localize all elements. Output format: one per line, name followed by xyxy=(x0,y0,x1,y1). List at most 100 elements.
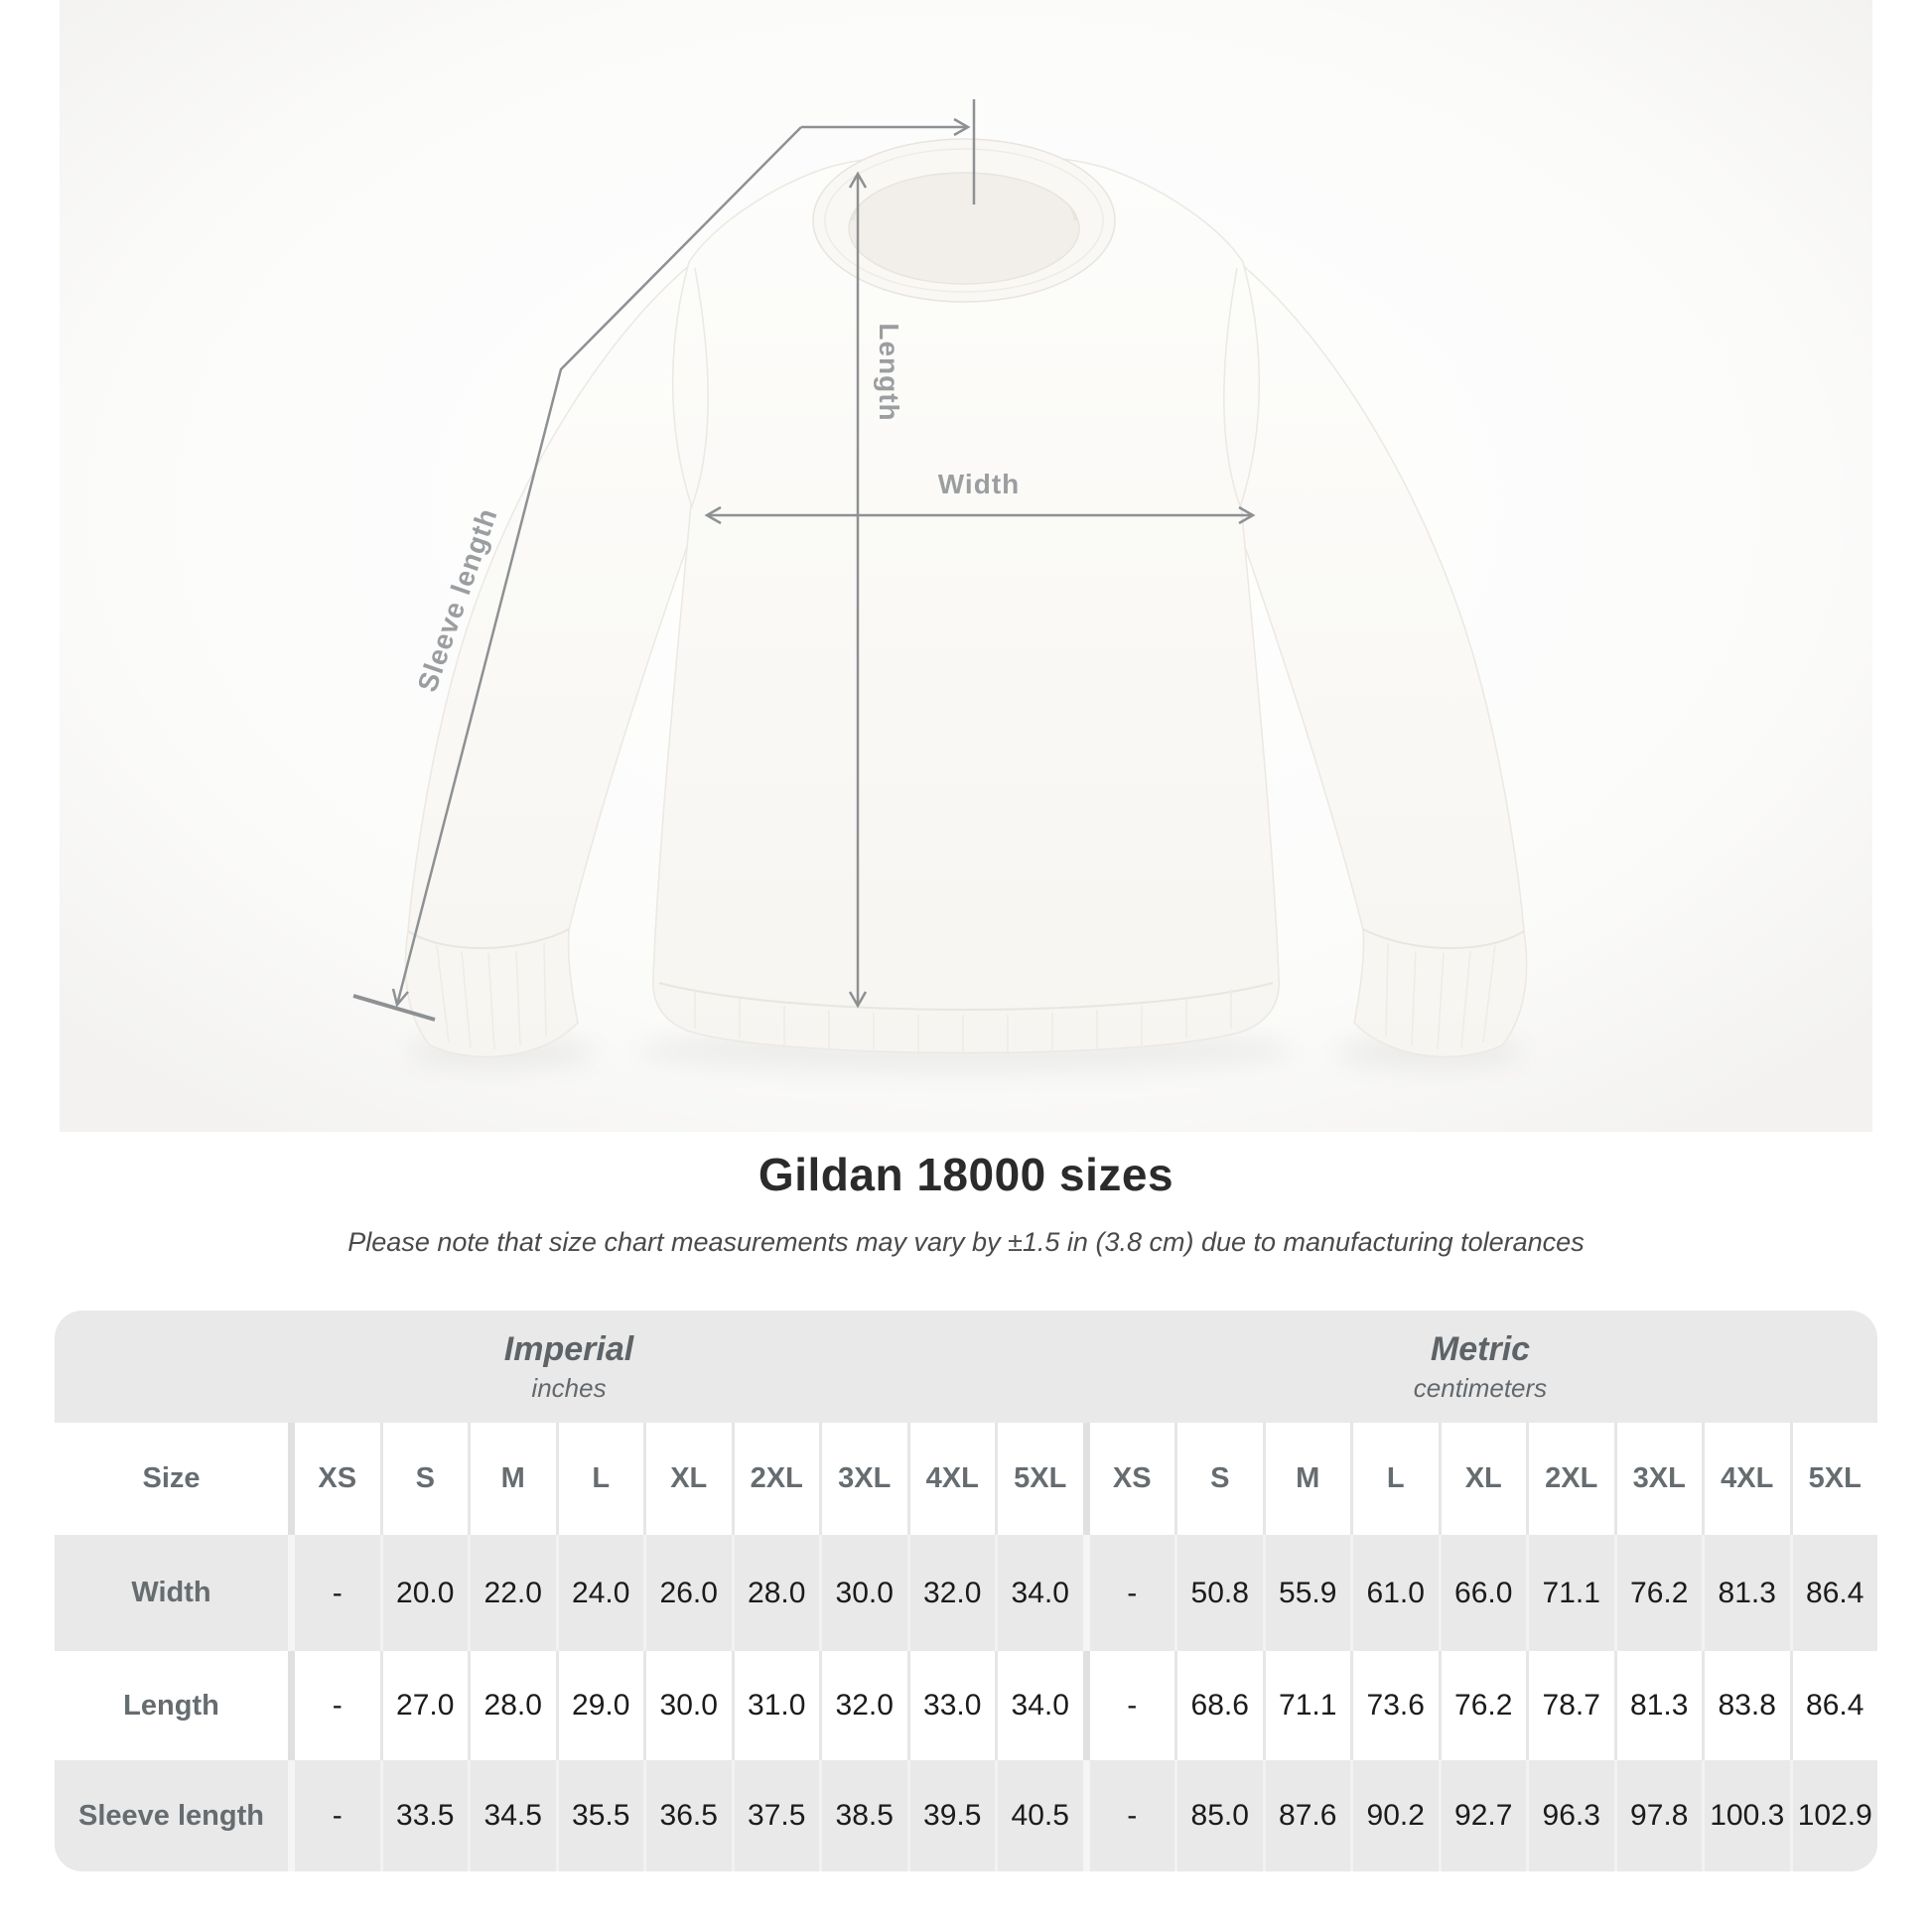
cell: 22.0 xyxy=(468,1535,556,1651)
imperial-group-header: Imperial inches xyxy=(55,1311,1083,1423)
cell: 30.0 xyxy=(819,1535,907,1651)
cell: 28.0 xyxy=(731,1535,820,1651)
cell: 35.5 xyxy=(555,1760,644,1871)
cell: 32.0 xyxy=(906,1535,996,1651)
cell: 26.0 xyxy=(643,1535,732,1651)
size-col-header: 4XL xyxy=(1702,1423,1790,1535)
corner-header: Size xyxy=(142,1462,201,1494)
cell: 29.0 xyxy=(555,1651,644,1760)
size-col-header: S xyxy=(1174,1423,1263,1535)
cell: 34.0 xyxy=(995,1651,1083,1760)
arrow-down-icon xyxy=(848,991,868,1009)
size-col-header: XL xyxy=(1438,1423,1527,1535)
cell: 85.0 xyxy=(1174,1760,1263,1871)
row-label: Sleeve length xyxy=(78,1799,264,1832)
arrow-right-icon xyxy=(953,117,971,137)
size-col-header: XS xyxy=(1082,1423,1175,1535)
right-cuff xyxy=(1362,928,1525,949)
cell: 24.0 xyxy=(555,1535,644,1651)
cell: 38.5 xyxy=(819,1760,907,1871)
size-col-header: 4XL xyxy=(906,1423,996,1535)
cell: - xyxy=(1082,1535,1175,1651)
cell: 32.0 xyxy=(819,1651,907,1760)
metric-group-header: Metric centimeters xyxy=(1083,1311,1877,1423)
size-header-row: Size XS S M L XL 2XL 3XL 4XL 5XL XS S M … xyxy=(55,1423,1877,1535)
width-label: Width xyxy=(938,469,1021,499)
cell: 33.0 xyxy=(906,1651,996,1760)
cell: 102.9 xyxy=(1789,1760,1878,1871)
cell: 34.5 xyxy=(468,1760,556,1871)
arrow-down-left-icon xyxy=(391,988,409,1008)
cell: 81.3 xyxy=(1702,1535,1790,1651)
cell: 20.0 xyxy=(379,1535,469,1651)
cell: - xyxy=(288,1535,380,1651)
sleeve-length-row: Sleeve length - 33.5 34.5 35.5 36.5 37.5… xyxy=(55,1760,1877,1871)
cell: 92.7 xyxy=(1438,1760,1527,1871)
size-col-header: S xyxy=(379,1423,469,1535)
measurement-lines xyxy=(352,99,1256,1022)
cell: 87.6 xyxy=(1262,1760,1351,1871)
left-cuff xyxy=(407,928,570,949)
length-row: Length - 27.0 28.0 29.0 30.0 31.0 32.0 3… xyxy=(55,1651,1877,1760)
cell: 97.8 xyxy=(1613,1760,1703,1871)
row-label: Length xyxy=(123,1689,219,1722)
size-col-header: 3XL xyxy=(819,1423,907,1535)
cell: 81.3 xyxy=(1613,1651,1703,1760)
cell: 83.8 xyxy=(1702,1651,1790,1760)
cell: - xyxy=(288,1760,380,1871)
row-label: Width xyxy=(131,1577,211,1608)
imperial-unit: inches xyxy=(531,1372,607,1403)
width-row: Width - 20.0 22.0 24.0 26.0 28.0 30.0 32… xyxy=(55,1535,1877,1651)
cell: 96.3 xyxy=(1526,1760,1614,1871)
cell: - xyxy=(1082,1651,1175,1760)
size-col-header: M xyxy=(468,1423,556,1535)
arrow-up-icon xyxy=(848,171,868,189)
size-col-header: L xyxy=(1350,1423,1439,1535)
cell: 86.4 xyxy=(1789,1535,1878,1651)
hem-band xyxy=(658,982,1274,1011)
cell: 33.5 xyxy=(379,1760,469,1871)
collar-rib xyxy=(812,138,1116,303)
size-col-header: XL xyxy=(643,1423,732,1535)
cell: 27.0 xyxy=(379,1651,469,1760)
size-col-header: 5XL xyxy=(995,1423,1083,1535)
cell: 78.7 xyxy=(1526,1651,1614,1760)
cell: 40.5 xyxy=(995,1760,1083,1871)
size-col-header: 2XL xyxy=(1526,1423,1614,1535)
cell: 86.4 xyxy=(1789,1651,1878,1760)
arrow-left-icon xyxy=(704,505,722,525)
cell: 37.5 xyxy=(731,1760,820,1871)
cell: 100.3 xyxy=(1702,1760,1790,1871)
cell: 68.6 xyxy=(1174,1651,1263,1760)
tolerance-note: Please note that size chart measurements… xyxy=(347,1227,1585,1257)
sleeve-end-tick xyxy=(352,994,436,1022)
cell: 30.0 xyxy=(643,1651,732,1760)
cell: 39.5 xyxy=(906,1760,996,1871)
size-col-header: M xyxy=(1262,1423,1351,1535)
cell: - xyxy=(1082,1760,1175,1871)
cell: 73.6 xyxy=(1350,1651,1439,1760)
cell: 71.1 xyxy=(1526,1535,1614,1651)
sleeve-length-line xyxy=(395,126,802,1006)
product-photo-area: Length Width Sleeve length xyxy=(60,0,1872,1132)
cell: 31.0 xyxy=(731,1651,820,1760)
size-col-header: L xyxy=(555,1423,644,1535)
imperial-label: Imperial xyxy=(503,1329,634,1368)
cell: 55.9 xyxy=(1262,1535,1351,1651)
page-title: Gildan 18000 sizes xyxy=(758,1149,1174,1200)
size-col-header: 2XL xyxy=(731,1423,820,1535)
cell: 28.0 xyxy=(468,1651,556,1760)
cell: 90.2 xyxy=(1350,1760,1439,1871)
cell: 76.2 xyxy=(1613,1535,1703,1651)
unit-header-band: Imperial inches Metric centimeters xyxy=(55,1311,1877,1423)
cell: 66.0 xyxy=(1438,1535,1527,1651)
metric-label: Metric xyxy=(1430,1329,1531,1368)
sweatshirt-photo xyxy=(404,138,1528,1058)
cell: 61.0 xyxy=(1350,1535,1439,1651)
size-col-header: XS xyxy=(288,1423,380,1535)
cell: 36.5 xyxy=(643,1760,732,1871)
size-chart-table: Imperial inches Metric centimeters Size … xyxy=(55,1311,1877,1871)
collar-opening xyxy=(849,173,1079,284)
cell: 34.0 xyxy=(995,1535,1083,1651)
